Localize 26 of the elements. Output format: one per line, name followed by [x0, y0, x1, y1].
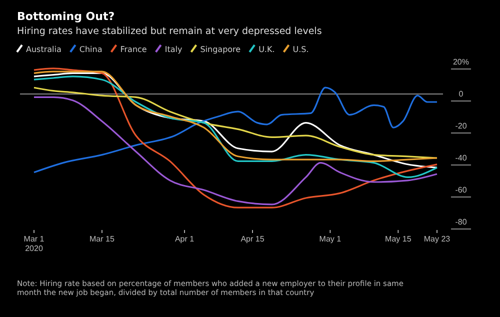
x-tick-label: May 23	[424, 234, 451, 244]
x-tick-label: May 15	[385, 234, 412, 244]
x-tick-label: May 1	[319, 234, 342, 244]
line-series	[33, 86, 438, 159]
x-tick-label: Apr 15	[240, 234, 265, 244]
y-tick-label: 0	[458, 90, 464, 99]
x-tick-label: Apr 1	[174, 234, 195, 244]
x-tick-label: Mar 15	[90, 234, 115, 244]
chart-subtitle: Hiring rates have stabilized but remain at very depressed levels	[17, 26, 322, 37]
line-series	[33, 68, 438, 208]
legend-label: Italy	[164, 45, 182, 54]
legend-label: U.K.	[258, 45, 275, 54]
y-tick-label: -60	[455, 186, 468, 195]
y-tick-label: -20	[455, 122, 468, 131]
legend-label: Singapore	[200, 45, 241, 54]
line-series	[33, 86, 438, 174]
legend-label: U.S.	[292, 45, 309, 54]
legend-label: France	[120, 45, 147, 54]
y-tick-label: 20%	[452, 58, 470, 67]
y-tick-label: -40	[455, 154, 468, 163]
legend-label: Australia	[26, 45, 62, 54]
legend-label: China	[79, 45, 102, 54]
chart-title: Bottoming Out?	[17, 10, 115, 23]
line-series	[33, 96, 438, 206]
y-tick-label: -80	[455, 218, 468, 227]
x-tick-label: Mar 1 2020	[24, 234, 45, 253]
